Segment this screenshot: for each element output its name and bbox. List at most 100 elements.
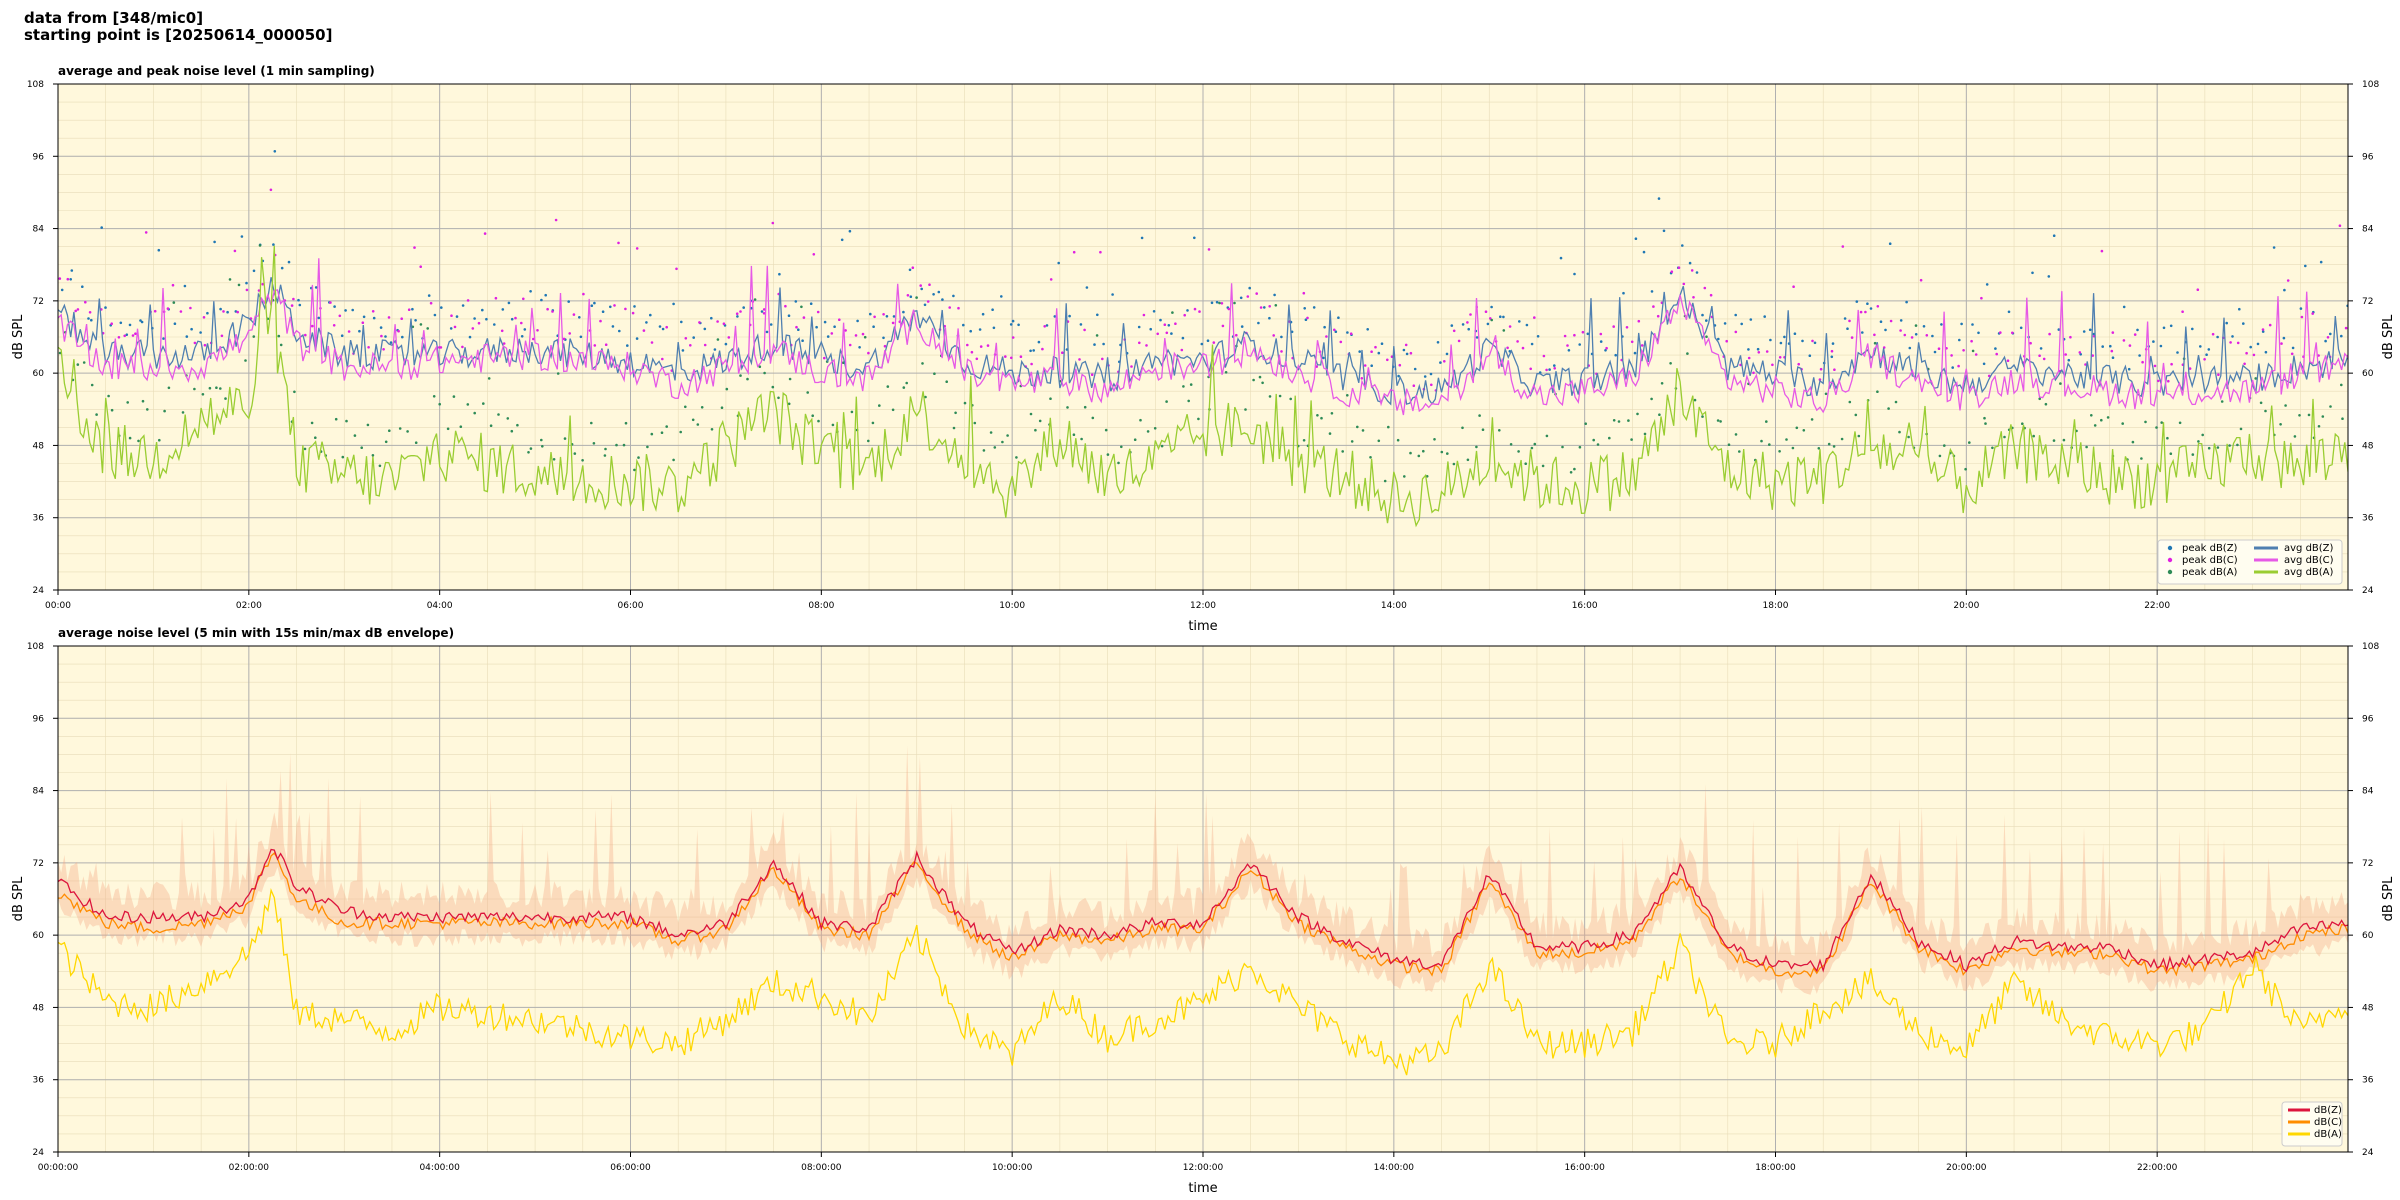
peak-point — [680, 320, 683, 324]
peak-point — [1457, 339, 1461, 343]
peak-point — [1630, 438, 1633, 441]
peak-point — [1960, 322, 1963, 326]
peak-point — [1889, 319, 1893, 323]
peak-point — [784, 304, 787, 308]
peak-point — [1049, 397, 1052, 401]
peak-point — [2038, 397, 2041, 401]
legend-label: avg dB(A) — [2284, 567, 2334, 578]
peak-point — [2093, 424, 2097, 427]
peak-point — [2078, 351, 2082, 354]
peak-point — [1221, 324, 1225, 328]
y-tick-label: 72 — [33, 859, 44, 869]
peak-point — [908, 268, 912, 272]
peak-point — [1559, 256, 1563, 260]
peak-point — [173, 322, 177, 326]
peak-point — [631, 311, 635, 315]
peak-point — [854, 334, 858, 337]
peak-point — [446, 427, 450, 431]
peak-point — [1783, 335, 1786, 339]
peak-point — [579, 335, 583, 339]
peak-point — [2069, 335, 2072, 339]
peak-point — [367, 346, 370, 349]
peak-point — [1605, 346, 1608, 350]
peak-point — [141, 399, 145, 403]
peak-point — [1193, 307, 1197, 311]
peak-point — [993, 446, 997, 449]
peak-point — [2052, 439, 2056, 442]
peak-point — [541, 445, 544, 448]
peak-point — [1962, 349, 1965, 352]
peak-point — [2153, 364, 2157, 368]
peak-point — [1752, 371, 1755, 375]
x-tick-label: 00:00 — [45, 601, 71, 611]
peak-point — [800, 305, 803, 309]
peak-point — [812, 253, 816, 256]
peak-point — [1386, 358, 1389, 362]
header-source: data from [348/mic0] — [24, 9, 204, 27]
peak-point — [760, 310, 764, 313]
peak-point — [293, 390, 296, 394]
peak-point — [1612, 325, 1615, 328]
peak-point — [603, 454, 607, 457]
peak-point — [340, 334, 344, 338]
peak-point — [1017, 323, 1020, 327]
peak-point — [466, 299, 470, 302]
peak-point — [236, 310, 239, 314]
legend: dB(Z)dB(C)dB(A) — [2281, 1101, 2343, 1147]
x-tick-label: 10:00 — [999, 601, 1025, 611]
peak-point — [2159, 344, 2163, 348]
peak-point — [758, 365, 762, 369]
peak-point — [615, 443, 618, 447]
y-axis-label: dB SPL — [11, 876, 26, 921]
peak-point — [2239, 427, 2243, 431]
peak-point — [1413, 367, 1417, 371]
peak-point — [406, 430, 409, 433]
data-area — [58, 745, 2348, 1076]
peak-point — [1660, 382, 1664, 385]
peak-point — [1848, 400, 1852, 404]
peak-point — [1461, 426, 1464, 430]
peak-point — [665, 325, 668, 329]
peak-point — [1734, 433, 1738, 436]
peak-point — [593, 344, 597, 347]
peak-point — [202, 316, 206, 319]
x-axis-label: time — [1188, 619, 1217, 634]
peak-point — [60, 288, 64, 292]
peak-point — [684, 337, 688, 340]
peak-point — [1433, 438, 1436, 441]
peak-point — [672, 458, 675, 462]
peak-point — [975, 357, 979, 361]
peak-point — [2082, 330, 2086, 333]
x-tick-label: 22:00:00 — [2137, 1163, 2178, 1173]
peak-point — [1469, 313, 1472, 316]
peak-point — [487, 377, 491, 380]
peak-point — [477, 321, 481, 325]
peak-point — [593, 301, 596, 305]
peak-point — [2249, 345, 2252, 349]
peak-point — [1763, 315, 1766, 318]
peak-point — [398, 427, 402, 430]
peak-point — [303, 447, 307, 451]
peak-point — [689, 344, 692, 347]
y-tick-label: 96 — [33, 152, 45, 162]
peak-point — [1302, 291, 1306, 295]
peak-point — [107, 394, 110, 398]
peak-point — [572, 313, 576, 316]
peak-point — [1509, 443, 1513, 446]
peak-point — [1690, 269, 1694, 272]
peak-point — [1905, 300, 1908, 304]
peak-point — [1198, 310, 1201, 313]
peak-point — [1072, 433, 1076, 437]
peak-point — [1857, 434, 1861, 438]
peak-point — [1452, 462, 1456, 466]
peak-point — [1662, 229, 1666, 233]
peak-point — [873, 315, 876, 319]
peak-point — [1747, 348, 1750, 351]
peak-point — [2011, 331, 2014, 335]
peak-point — [1950, 354, 1953, 357]
peak-point — [252, 269, 256, 273]
peak-point — [1068, 314, 1071, 318]
peak-point — [489, 424, 493, 428]
peak-point — [1323, 325, 1326, 329]
peak-point — [1078, 358, 1081, 361]
